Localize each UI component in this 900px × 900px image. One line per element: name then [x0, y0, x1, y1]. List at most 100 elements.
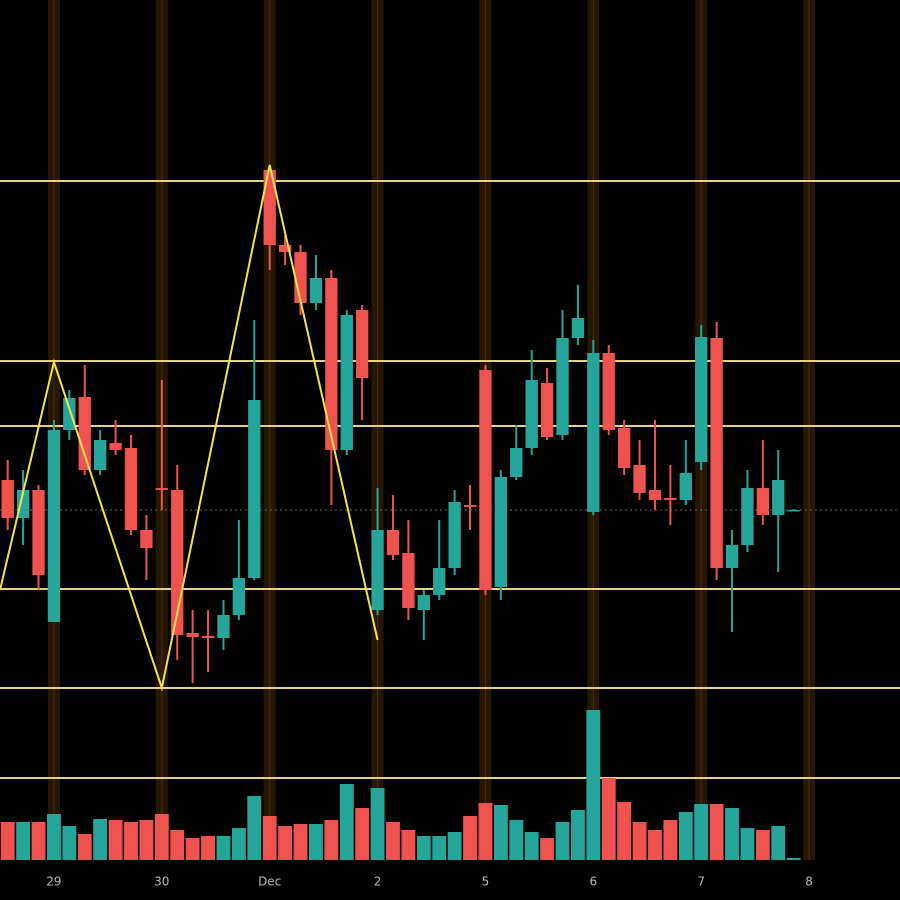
volume-bar — [755, 830, 770, 860]
volume-bar — [386, 822, 400, 860]
candle-body — [63, 398, 76, 430]
volume-bar — [740, 828, 755, 860]
candle-body — [772, 480, 785, 515]
volume-bar — [231, 828, 246, 860]
volume-bar — [540, 838, 555, 860]
volume-bar — [108, 820, 123, 860]
x-tick-label: 30 — [154, 875, 169, 889]
volume-bar — [201, 836, 215, 860]
candle-body — [186, 633, 199, 637]
candle-body — [556, 338, 569, 435]
volume-bar — [31, 822, 46, 860]
time-band — [803, 0, 816, 860]
candle-body — [402, 553, 415, 608]
volume-bar — [62, 826, 77, 860]
volume-bar — [632, 822, 647, 860]
candle-body — [494, 477, 508, 587]
volume-bar — [416, 836, 431, 860]
candle-body — [94, 440, 107, 470]
candle-body — [463, 505, 477, 507]
candle-body — [756, 488, 770, 515]
volume-bar — [524, 832, 539, 860]
volume-bar — [124, 822, 138, 860]
volume-bar — [185, 838, 200, 860]
candle-body — [278, 245, 292, 252]
candle-body — [140, 530, 153, 548]
volume-bar — [293, 824, 308, 860]
x-tick-label: 7 — [697, 875, 705, 889]
candle-body — [648, 490, 662, 500]
candle-body — [710, 338, 723, 568]
candle-body — [695, 337, 708, 462]
x-tick-label: 5 — [482, 875, 490, 889]
candle-body — [510, 448, 523, 477]
x-tick-label: 6 — [590, 875, 598, 889]
time-band — [371, 0, 384, 860]
volume-bar — [16, 822, 31, 860]
volume-bar — [401, 830, 416, 860]
volume-bar — [617, 802, 632, 860]
candle-body — [371, 530, 384, 610]
candle-body — [217, 615, 230, 638]
volume-bar — [709, 804, 724, 860]
volume-bar — [154, 814, 169, 860]
candle-body — [725, 545, 739, 568]
volume-bar — [77, 834, 92, 860]
volume-bar — [370, 788, 385, 860]
volume-bar — [786, 858, 801, 860]
x-tick-label: 2 — [374, 875, 382, 889]
candle-body — [355, 310, 369, 378]
candle-body — [664, 498, 677, 500]
candle-body — [16, 490, 30, 518]
candle-body — [433, 568, 446, 595]
volume-bar — [663, 820, 678, 860]
volume-bar — [601, 778, 616, 860]
candle-body — [309, 278, 323, 303]
candle-body — [232, 578, 246, 615]
volume-bar — [355, 808, 370, 860]
volume-bar — [278, 826, 293, 860]
volume-bar — [678, 812, 693, 860]
candle-body — [1, 480, 14, 518]
candle-body — [587, 353, 600, 512]
volume-bar — [771, 826, 786, 860]
volume-bar — [463, 816, 477, 860]
volume-bar — [339, 784, 354, 860]
candle-body — [124, 448, 138, 530]
candle-body — [525, 380, 538, 448]
candle-body — [479, 370, 492, 590]
x-tick-label: 8 — [805, 875, 813, 889]
volume-bar — [555, 822, 570, 860]
volume-bar — [509, 820, 524, 860]
candle-body — [201, 636, 215, 638]
volume-bar — [262, 816, 277, 860]
candle-body — [340, 315, 353, 450]
volume-bar — [47, 814, 61, 860]
x-tick-label: 29 — [46, 875, 61, 889]
candle-body — [602, 353, 615, 430]
candle-body — [679, 473, 692, 500]
candle-body — [787, 510, 800, 512]
volume-bar — [139, 820, 154, 860]
candle-body — [263, 170, 276, 245]
volume-bar — [93, 819, 108, 860]
volume-bar — [432, 836, 447, 860]
candle-body — [617, 428, 631, 468]
candle-body — [386, 530, 400, 555]
volume-bar — [0, 822, 15, 860]
volume-bar — [648, 830, 662, 860]
volume-bar — [308, 824, 323, 860]
candle-body — [155, 488, 168, 490]
candle-body — [633, 465, 646, 493]
volume-bar — [493, 805, 508, 860]
candle-body — [325, 278, 338, 450]
volume-bar — [216, 836, 231, 860]
volume-bar — [694, 804, 709, 860]
volume-bar — [324, 820, 339, 860]
x-tick-label: Dec — [258, 875, 281, 889]
volume-bar — [170, 830, 185, 860]
zigzag-line — [0, 164, 379, 692]
